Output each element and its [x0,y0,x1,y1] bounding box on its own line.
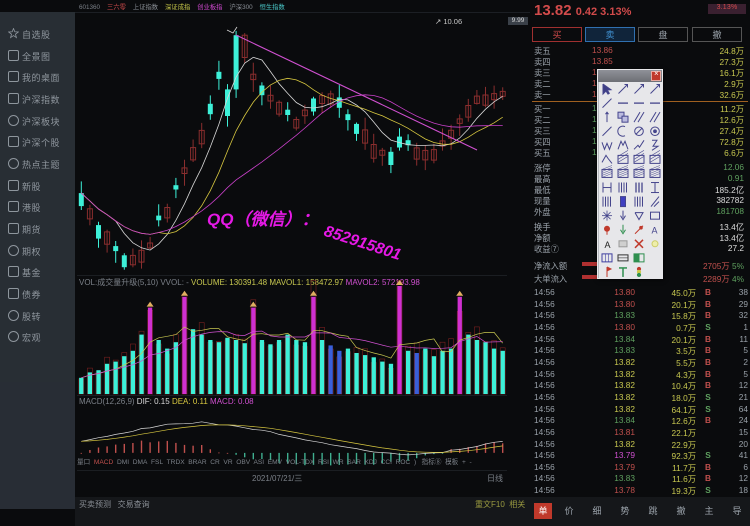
svg-text:A: A [652,226,658,236]
svg-text:A: A [604,240,610,250]
